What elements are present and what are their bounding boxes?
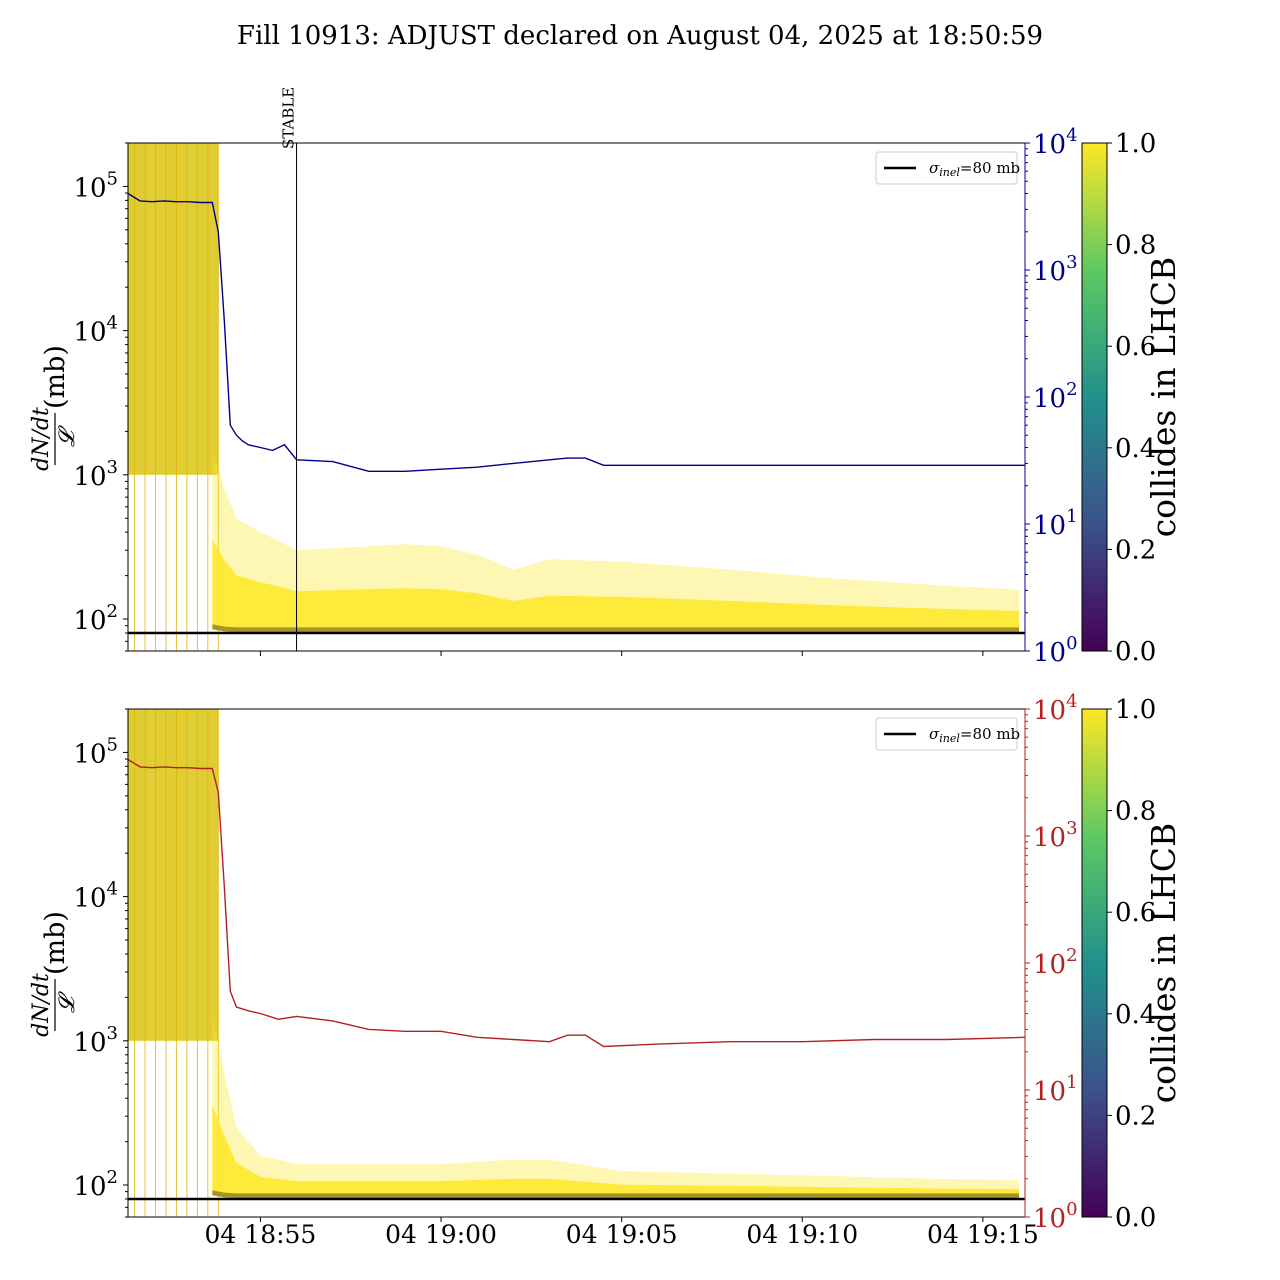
y-tick-label: 103 [73, 457, 118, 492]
y-label-denominator: 𝓛 [55, 425, 80, 447]
y-tick-label: 104 [73, 313, 118, 348]
colorbar-tick-label: 0.4 [1115, 434, 1156, 464]
plot-area [128, 143, 1025, 651]
colorbar-gradient [1081, 708, 1108, 1218]
legend: σinel=80 mb [875, 717, 1020, 751]
spike-bundle [128, 709, 219, 1041]
density-band-dark [212, 624, 1020, 633]
y-label-numerator: dN/dt [29, 973, 54, 1037]
colorbar-gradient [1081, 142, 1108, 652]
colorbar-tick-label: 0.0 [1115, 1203, 1156, 1233]
y-label-unit: (mb) [40, 345, 71, 409]
colorbar-label: collides in LHCB [1144, 257, 1183, 538]
x-tick-label: 04 19:15 [927, 1220, 1039, 1249]
right-y-tick-label: 102 [1033, 945, 1078, 980]
y-tick-label: 105 [73, 734, 118, 769]
colorbar-tick-label: 0.8 [1115, 231, 1156, 261]
legend-box [875, 151, 1018, 185]
legend-box [875, 717, 1018, 751]
y-tick-label: 103 [73, 1023, 118, 1058]
spike-bundle [128, 143, 219, 475]
density-band-dark [212, 1190, 1020, 1199]
density-band-core [212, 539, 1020, 633]
colorbar-tick-label: 0.4 [1115, 1000, 1156, 1030]
axes-frame [127, 708, 1026, 1218]
y-tick-label: 105 [73, 168, 118, 203]
colorbar-tick-label: 0.8 [1115, 797, 1156, 827]
colorbar-tick-label: 1.0 [1115, 695, 1156, 725]
top-colorbar: 0.0 0.2 0.4 0.6 0.8 1.0 collides in LHCB [1081, 129, 1183, 667]
legend-label: σinel=80 mb [929, 725, 1020, 745]
stable-label: STABLE [280, 87, 298, 149]
colorbar-tick-label: 0.2 [1115, 1101, 1156, 1131]
right-y-tick-label: 102 [1033, 379, 1078, 414]
spike-bundle-shade [128, 709, 219, 1041]
y-tick-label: 102 [73, 1167, 118, 1202]
colorbar-tick-label: 0.2 [1115, 535, 1156, 565]
top-panel: STABLE 102 103 104 105 100 101 102 103 104 dN/dt 𝓛 (… [29, 87, 1078, 668]
y-label-numerator: dN/dt [29, 407, 54, 471]
colorbar-tick-label: 0.6 [1115, 332, 1156, 362]
right-axis-series [128, 192, 1025, 472]
bottom-colorbar: 0.0 0.2 0.4 0.6 0.8 1.0 collides in LHCB [1081, 695, 1183, 1233]
right-y-tick-label: 103 [1033, 818, 1078, 853]
x-tick-label: 04 18:55 [205, 1220, 317, 1249]
right-y-tick-label: 104 [1033, 125, 1078, 160]
right-y-tick-label: 100 [1033, 1199, 1078, 1234]
right-y-tick-label: 100 [1033, 633, 1078, 668]
y-tick-label: 102 [73, 601, 118, 636]
right-y-tick-label: 101 [1033, 506, 1078, 541]
legend: σinel=80 mb [875, 151, 1020, 185]
density-band-core [212, 1105, 1020, 1199]
x-tick-label: 04 19:10 [746, 1220, 858, 1249]
y-label-unit: (mb) [40, 911, 71, 975]
x-tick-label: 04 19:05 [566, 1220, 678, 1249]
legend-label: σinel=80 mb [929, 159, 1020, 179]
colorbar-label: collides in LHCB [1144, 823, 1183, 1104]
chart-title: Fill 10913: ADJUST declared on August 04… [237, 21, 1043, 51]
density-band-outer [212, 449, 1020, 633]
spike-bundle-shade [128, 143, 219, 475]
y-axis-label: dN/dt 𝓛 (mb) [29, 345, 80, 471]
y-label-denominator: 𝓛 [55, 991, 80, 1013]
right-axis-series [128, 758, 1025, 1048]
colorbar-tick-label: 0.6 [1115, 898, 1156, 928]
right-y-tick-label: 101 [1033, 1072, 1078, 1107]
density-band-outer [212, 1015, 1020, 1199]
right-y-tick-label: 104 [1033, 691, 1078, 726]
y-axis-label: dN/dt 𝓛 (mb) [29, 911, 80, 1037]
bottom-panel: 102 103 104 105 100 101 102 103 104 04 18:55 04 19… [29, 691, 1078, 1249]
x-tick-label: 04 19:00 [385, 1220, 497, 1249]
colorbar-tick-label: 1.0 [1115, 129, 1156, 159]
colorbar-tick-label: 0.0 [1115, 637, 1156, 667]
y-tick-label: 104 [73, 879, 118, 914]
right-y-tick-label: 103 [1033, 252, 1078, 287]
plot-area [128, 709, 1025, 1217]
